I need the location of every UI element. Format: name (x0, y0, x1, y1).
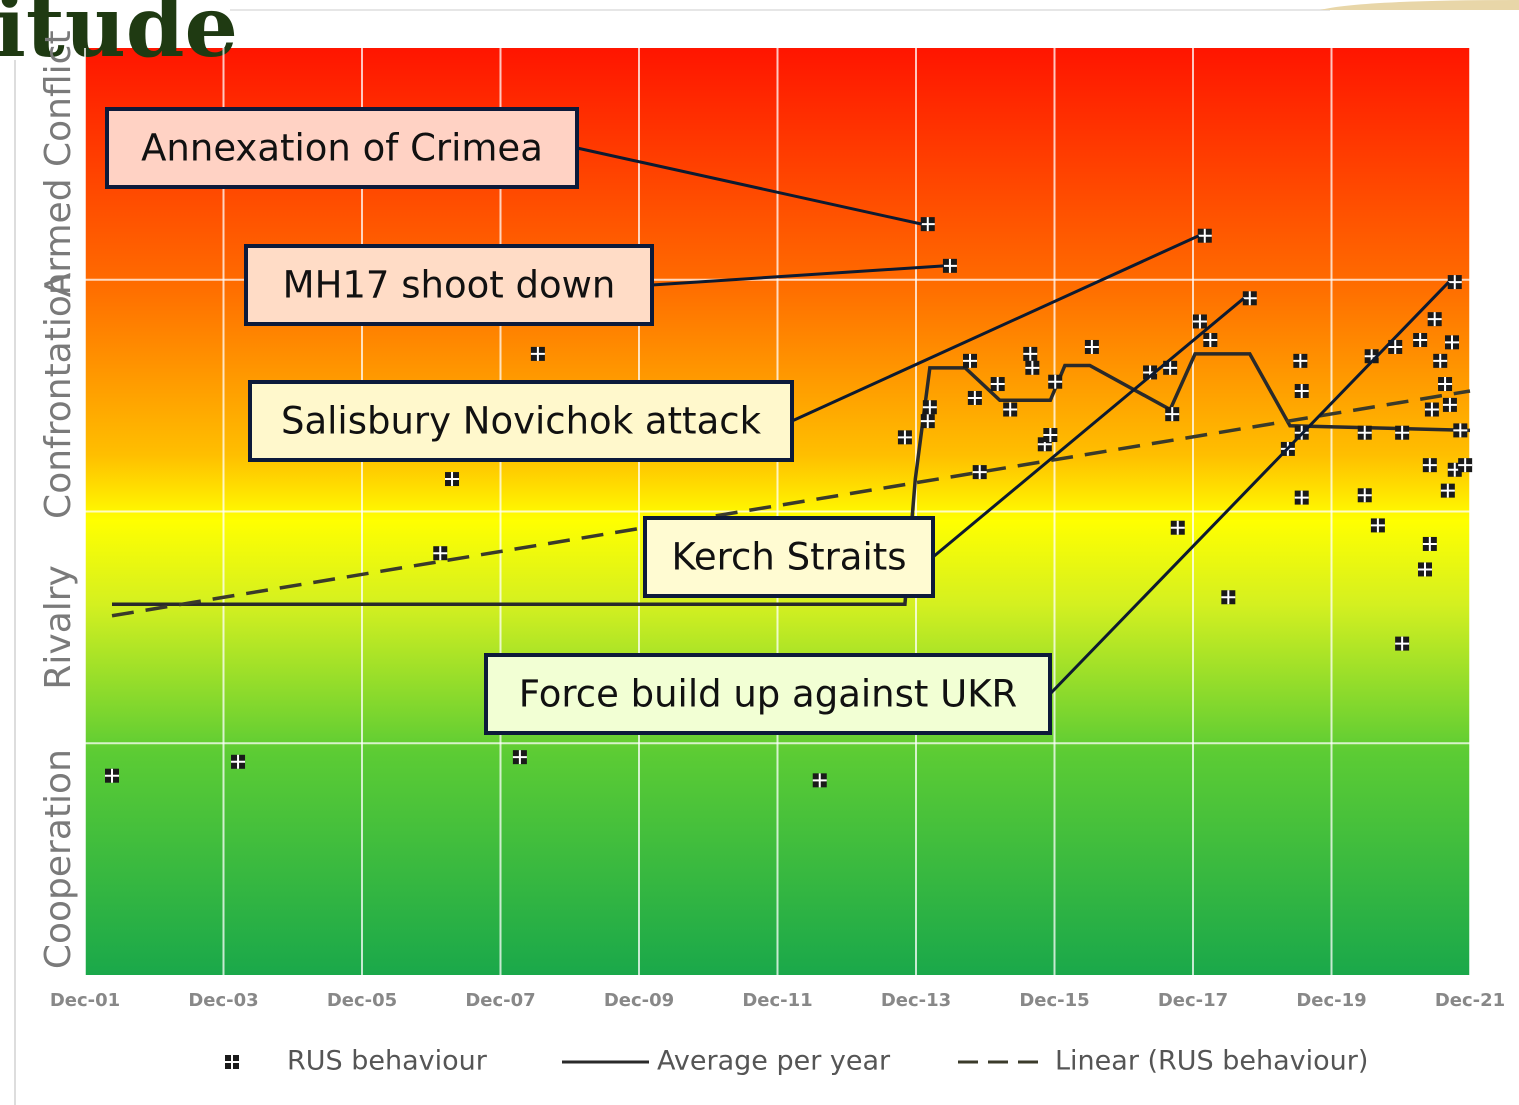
annotation-text: Salisbury Novichok attack (281, 400, 762, 443)
marker-cross (1442, 397, 1457, 412)
x-tick-label: Dec-17 (1158, 990, 1228, 1011)
marker-cross (1192, 314, 1207, 329)
marker-cross (1447, 275, 1462, 290)
marker-cross (1424, 402, 1439, 417)
marker-cross (433, 546, 448, 561)
marker-cross (231, 754, 246, 769)
marker-cross (530, 346, 545, 361)
marker-cross (963, 353, 978, 368)
marker-cross (1458, 458, 1473, 473)
marker-cross (1413, 333, 1428, 348)
marker-cross (1003, 402, 1018, 417)
x-tick-label: Dec-21 (1435, 990, 1505, 1011)
marker-cross (1084, 339, 1099, 354)
marker-cross (967, 390, 982, 405)
series-line (111, 389, 1471, 618)
marker-cross (1370, 518, 1385, 533)
marker-cross (922, 400, 937, 415)
marker-cross (445, 472, 460, 487)
marker-cross (1048, 374, 1063, 389)
legend-label: Linear (RUS behaviour) (1055, 1046, 1368, 1077)
marker-cross (512, 750, 527, 765)
annotation-box (244, 244, 654, 326)
x-tick-label: Dec-03 (188, 990, 258, 1011)
marker-cross (1357, 488, 1372, 503)
marker-cross (105, 768, 120, 783)
annotation-box (484, 653, 1052, 735)
annotation-connector (576, 146, 923, 226)
marker-cross (1165, 407, 1180, 422)
annotation-connector (932, 297, 1245, 559)
x-tick-label: Dec-01 (50, 990, 120, 1011)
marker-cross (972, 465, 987, 480)
annotation-text: MH17 shoot down (283, 264, 616, 307)
annotation-box (643, 516, 935, 598)
marker-cross (1388, 339, 1403, 354)
marker-cross (1170, 520, 1185, 535)
marker-cross (897, 430, 912, 445)
marker-cross (1427, 312, 1442, 327)
marker-cross (1422, 458, 1437, 473)
marker-cross (225, 1055, 239, 1069)
marker-cross (1444, 335, 1459, 350)
marker-cross (812, 773, 827, 788)
annotation-box (105, 107, 579, 189)
marker-cross (1453, 423, 1468, 438)
marker-cross (920, 414, 935, 429)
marker-cross (1357, 425, 1372, 440)
x-tick-label: Dec-11 (742, 990, 812, 1011)
marker-cross (1023, 346, 1038, 361)
x-tick-label: Dec-09 (604, 990, 674, 1011)
marker-cross (1203, 333, 1218, 348)
marker-cross (1043, 428, 1058, 443)
annotation-text: Force build up against UKR (519, 673, 1017, 716)
marker-cross (990, 377, 1005, 392)
marker-cross (1417, 562, 1432, 577)
annotation-text: Kerch Straits (671, 536, 906, 579)
y-band-label: Armed Conflict (38, 30, 79, 297)
x-tick-label: Dec-13 (881, 990, 951, 1011)
marker-cross (1294, 383, 1309, 398)
marker-cross (1163, 360, 1178, 375)
y-band-label: Confrontation (38, 272, 79, 519)
annotation-connector (1048, 281, 1450, 696)
marker-cross (1293, 353, 1308, 368)
marker-cross (1438, 377, 1453, 392)
y-band-label: Rivalry (38, 565, 79, 690)
annotation-text: Annexation of Crimea (141, 127, 543, 170)
x-tick-label: Dec-15 (1019, 990, 1089, 1011)
annotation-box (248, 380, 794, 462)
marker-cross (1395, 636, 1410, 651)
x-tick-label: Dec-07 (465, 990, 535, 1011)
y-band-label: Cooperation (38, 749, 79, 969)
marker-cross (1433, 353, 1448, 368)
marker-cross (1395, 425, 1410, 440)
marker-cross (1197, 228, 1212, 243)
x-tick-label: Dec-19 (1296, 990, 1366, 1011)
legend-label: Average per year (657, 1046, 891, 1077)
chart-title: itude (0, 0, 238, 76)
legend-label: RUS behaviour (287, 1046, 488, 1077)
marker-cross (1440, 483, 1455, 498)
corner-decoration (1320, 0, 1519, 10)
marker-cross (1242, 291, 1257, 306)
marker-cross (1221, 590, 1236, 605)
x-tick-label: Dec-05 (327, 990, 397, 1011)
marker-cross (920, 217, 935, 232)
annotation-connector (651, 264, 945, 287)
marker-cross (942, 258, 957, 273)
annotation-connector (791, 234, 1200, 423)
marker-cross (1294, 490, 1309, 505)
marker-cross (1025, 360, 1040, 375)
marker-cross (1422, 536, 1437, 551)
